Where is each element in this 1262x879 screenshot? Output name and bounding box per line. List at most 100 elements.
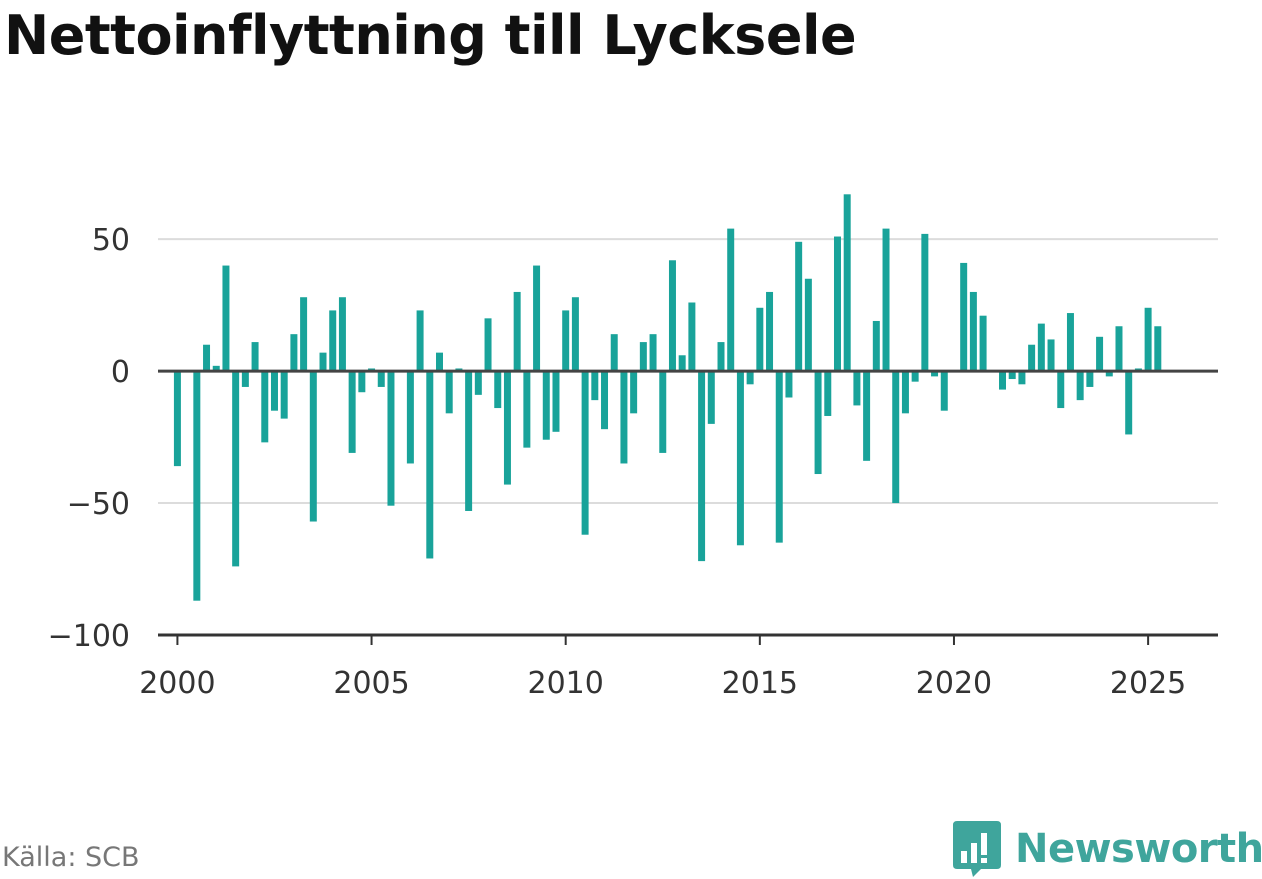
bar	[678, 355, 686, 372]
bar	[969, 291, 977, 372]
bar	[406, 371, 414, 464]
bar	[1125, 371, 1133, 435]
bar	[630, 371, 638, 414]
bar	[232, 371, 240, 567]
x-tick-label: 2015	[722, 666, 798, 701]
bar	[931, 371, 939, 377]
bar	[562, 310, 570, 372]
bar	[358, 371, 366, 393]
bar	[513, 291, 521, 372]
bar	[426, 371, 434, 559]
bar	[727, 228, 735, 372]
y-tick-label: −100	[48, 619, 130, 654]
bar	[979, 315, 987, 372]
bar	[620, 371, 628, 464]
bar	[736, 371, 744, 546]
source-note: Källa: SCB	[2, 842, 140, 873]
bar	[581, 371, 589, 535]
bar	[465, 371, 473, 511]
bar	[610, 334, 618, 372]
bar	[377, 371, 385, 387]
bar	[766, 291, 774, 372]
bar	[193, 371, 201, 601]
bar	[1037, 323, 1045, 372]
y-tick-label: 50	[92, 223, 130, 258]
x-tick-label: 2000	[139, 666, 215, 701]
bar	[436, 352, 443, 372]
bar	[203, 344, 211, 372]
bar	[833, 236, 841, 372]
bar	[1076, 371, 1084, 401]
bar	[1008, 371, 1016, 380]
bar	[241, 371, 249, 387]
bar	[503, 371, 511, 485]
bar	[387, 371, 395, 506]
bar	[319, 352, 327, 372]
bar	[1144, 307, 1152, 372]
bar	[688, 302, 696, 372]
bar	[649, 334, 657, 372]
bar	[795, 241, 803, 372]
bar	[698, 371, 706, 562]
x-tick-label: 2010	[528, 666, 604, 701]
bar	[853, 371, 861, 406]
newsworthy-chart-bubble-icon	[953, 821, 1001, 877]
bar	[863, 371, 871, 461]
bar	[533, 265, 541, 372]
bar	[173, 371, 181, 467]
y-tick-label: 0	[111, 355, 130, 390]
bar	[1018, 371, 1026, 385]
bar	[329, 310, 337, 372]
bar	[911, 371, 919, 382]
newsworthy-logo: Newsworthy	[951, 819, 1262, 879]
bar	[222, 265, 230, 372]
x-tick-label: 2025	[1110, 666, 1186, 701]
axes	[158, 369, 1218, 645]
bar	[270, 371, 278, 411]
bar	[814, 371, 822, 475]
bar	[921, 233, 929, 372]
x-tick-label: 2020	[916, 666, 992, 701]
bar	[474, 371, 482, 395]
bar	[882, 228, 890, 372]
y-tick-label: −50	[67, 487, 130, 522]
bar	[892, 371, 900, 504]
bar	[1086, 371, 1094, 387]
bar	[872, 320, 880, 372]
bar	[717, 342, 725, 372]
bar	[843, 194, 851, 372]
bar	[1028, 344, 1036, 372]
bar	[212, 365, 220, 372]
bar	[484, 318, 492, 372]
bar	[261, 371, 269, 443]
bar	[940, 371, 948, 411]
bar	[1115, 326, 1123, 372]
bar	[571, 297, 579, 372]
bar	[668, 260, 676, 372]
bar	[542, 371, 550, 440]
x-tick-label: 2005	[333, 666, 409, 701]
bar	[659, 371, 667, 453]
tick-labels: 2000 2005 2010 2015 2020 2025 −100 −50 0 50	[48, 223, 1187, 701]
bar	[601, 371, 609, 430]
bar	[445, 371, 453, 414]
bar	[785, 371, 793, 398]
bar	[901, 371, 909, 414]
bar	[804, 278, 812, 372]
bar	[348, 371, 356, 453]
bar	[416, 310, 424, 372]
bar	[999, 371, 1006, 390]
gridlines	[158, 238, 1218, 505]
bar	[1066, 313, 1074, 372]
bar	[309, 371, 317, 522]
bar	[591, 371, 599, 401]
bar	[1154, 326, 1162, 372]
bar	[552, 371, 560, 432]
bar	[523, 371, 531, 448]
bar	[300, 297, 308, 372]
bar	[1057, 371, 1065, 409]
bar	[1105, 371, 1113, 377]
bar	[1096, 336, 1104, 372]
bar	[960, 262, 968, 372]
